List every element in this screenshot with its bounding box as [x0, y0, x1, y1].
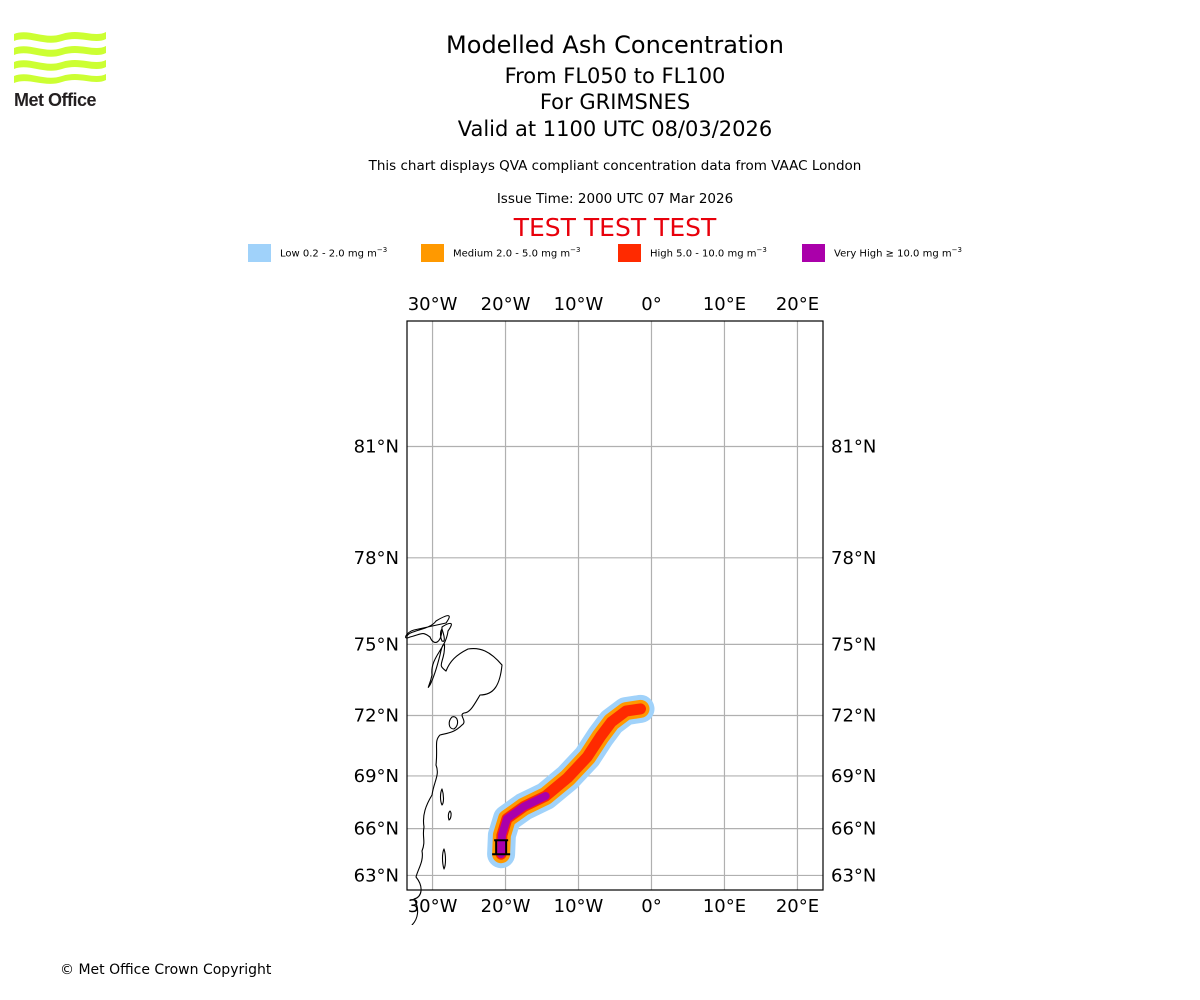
lon-tick-label-top: 30°W: [408, 294, 458, 315]
legend-label-very-high: Very High ≥ 10.0 mg m: [834, 248, 952, 260]
lat-tick-label-left: 78°N: [354, 548, 399, 569]
coastline-island: [447, 810, 452, 821]
lat-tick-label-right: 63°N: [831, 865, 876, 886]
lat-tick-label-left: 69°N: [354, 766, 399, 787]
flight-level: From FL050 to FL100: [504, 64, 726, 88]
coastline-island: [439, 788, 445, 806]
lat-tick-label-right: 78°N: [831, 548, 876, 569]
legend-item-very-high: Very High ≥ 10.0 mg m−3: [802, 244, 962, 262]
lat-tick-label-left: 72°N: [354, 705, 399, 726]
met-office-logo: Met Office: [14, 30, 109, 112]
legend-label-medium: Medium 2.0 - 5.0 mg m: [453, 248, 571, 260]
lon-tick-label-top: 0°: [641, 294, 661, 315]
gridlines: [407, 321, 823, 890]
legend-label-high: High 5.0 - 10.0 mg m: [650, 248, 757, 260]
legend-swatch-low: [248, 244, 271, 262]
lon-tick-label-top: 20°W: [481, 294, 531, 315]
lon-tick-label-bottom: 0°: [641, 896, 661, 917]
valid-time: Valid at 1100 UTC 08/03/2026: [457, 117, 773, 141]
chart-title: Modelled Ash Concentration: [446, 31, 784, 59]
lon-tick-label-bottom: 10°E: [703, 896, 746, 917]
volcano-name: For GRIMSNES: [539, 90, 691, 114]
lon-tick-label-bottom: 30°W: [408, 896, 458, 917]
volcano-vent-marker: [492, 839, 511, 856]
map-canvas: 30°W 30°W 20°W 20°W 10°W 10°W 0° 0° 10°E 10°E 20°E…: [354, 294, 1153, 1000]
legend-item-medium: Medium 2.0 - 5.0 mg m−3: [421, 244, 580, 262]
legend-exp: −3: [951, 246, 962, 255]
coastline-island: [448, 716, 459, 730]
lat-tick-label-left: 63°N: [354, 865, 399, 886]
lat-tick-label-right: 75°N: [831, 634, 876, 655]
legend-exp: −3: [756, 246, 767, 255]
map: 30°W 30°W 20°W 20°W 10°W 10°W 0° 0° 10°E 10°E 20°E…: [330, 285, 1153, 1000]
lon-tick-label-bottom: 20°W: [481, 896, 531, 917]
legend-item-high: High 5.0 - 10.0 mg m−3: [618, 244, 767, 262]
lon-tick-label-bottom: 10°W: [554, 896, 604, 917]
legend-swatch-medium: [421, 244, 444, 262]
lat-tick-label-left: 75°N: [354, 634, 399, 655]
chart-description: This chart displays QVA compliant concen…: [368, 158, 862, 174]
issue-time: Issue Time: 2000 UTC 07 Mar 2026: [496, 191, 734, 207]
legend-exp: −3: [570, 246, 581, 255]
legend-swatch-very-high: [802, 244, 825, 262]
lat-tick-label-left: 81°N: [354, 437, 399, 458]
lon-tick-label-bottom: 20°E: [776, 896, 819, 917]
volcano-icon: [492, 839, 511, 856]
legend-label-low: Low 0.2 - 2.0 mg m: [280, 248, 377, 260]
coastline-island: [441, 848, 447, 870]
lat-tick-label-right: 72°N: [831, 705, 876, 726]
map-frame: [406, 320, 824, 891]
coastline-island: [439, 628, 445, 642]
lat-tick-label-right: 66°N: [831, 819, 876, 840]
test-banner: TEST TEST TEST: [513, 213, 717, 242]
legend-exp: −3: [376, 246, 388, 255]
axis-labels: 30°W 30°W 20°W 20°W 10°W 10°W 0° 0° 10°E 10°E 20°E…: [354, 294, 877, 917]
lat-tick-label-left: 66°N: [354, 819, 399, 840]
lat-tick-label-right: 81°N: [831, 437, 876, 458]
waves-icon: [14, 32, 106, 84]
plume-very-high: [497, 792, 550, 859]
copyright: © Met Office Crown Copyright: [60, 962, 272, 978]
lat-tick-label-right: 69°N: [831, 766, 876, 787]
lon-tick-label-top: 10°E: [703, 294, 746, 315]
legend-swatch-high: [618, 244, 641, 262]
legend-item-low: Low 0.2 - 2.0 mg m−3: [248, 244, 387, 262]
ash-plume: [487, 694, 655, 869]
lon-tick-label-top: 20°E: [776, 294, 819, 315]
logo-text: Met Office: [14, 90, 97, 110]
lon-tick-label-top: 10°W: [554, 294, 604, 315]
